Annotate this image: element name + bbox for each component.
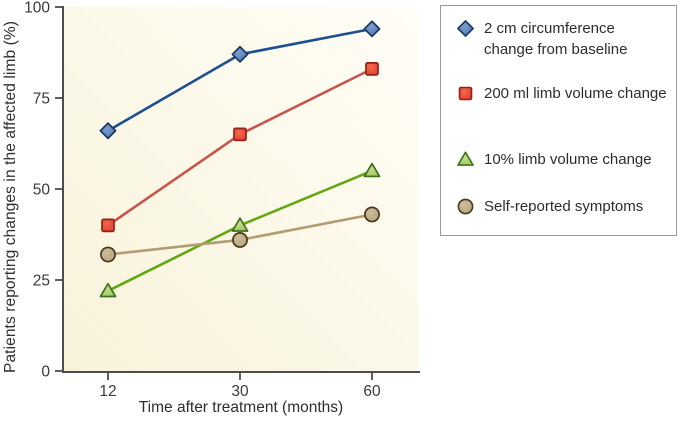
svg-text:0: 0 — [41, 364, 50, 381]
svg-text:30: 30 — [231, 383, 249, 400]
svg-text:100: 100 — [24, 0, 50, 17]
x-axis-title: Time after treatment (months) — [138, 399, 344, 416]
legend-label: 10% limb volume change — [484, 151, 652, 168]
svg-text:50: 50 — [33, 182, 51, 199]
y-axis-title: Patients reporting changes in the affect… — [2, 20, 19, 374]
legend-item-circle: Self-reported symptoms — [456, 196, 668, 217]
legend-item-square: 200 ml limb volume change — [456, 83, 668, 104]
svg-text:60: 60 — [363, 383, 381, 400]
legend-item-triangle: 10% limb volume change — [456, 149, 668, 170]
diamond-marker-icon — [457, 20, 474, 37]
legend-label: 200 ml limb volume change — [484, 85, 667, 102]
svg-text:25: 25 — [33, 273, 50, 290]
square-marker-icon — [458, 86, 473, 101]
legend-item-diamond: 2 cm circumference change from baseline — [456, 18, 668, 60]
triangle-marker-icon — [457, 151, 474, 166]
legend-label: 2 cm circumference change from baseline — [484, 20, 628, 58]
legend-label: Self-reported symptoms — [484, 198, 644, 215]
legend: 2 cm circumference change from baseline 2… — [440, 5, 677, 236]
svg-text:12: 12 — [99, 383, 116, 400]
svg-text:75: 75 — [33, 91, 50, 108]
chart-plot: 0 25 50 75 100 12 30 60 — [24, 0, 420, 400]
circle-marker-icon — [457, 198, 474, 215]
